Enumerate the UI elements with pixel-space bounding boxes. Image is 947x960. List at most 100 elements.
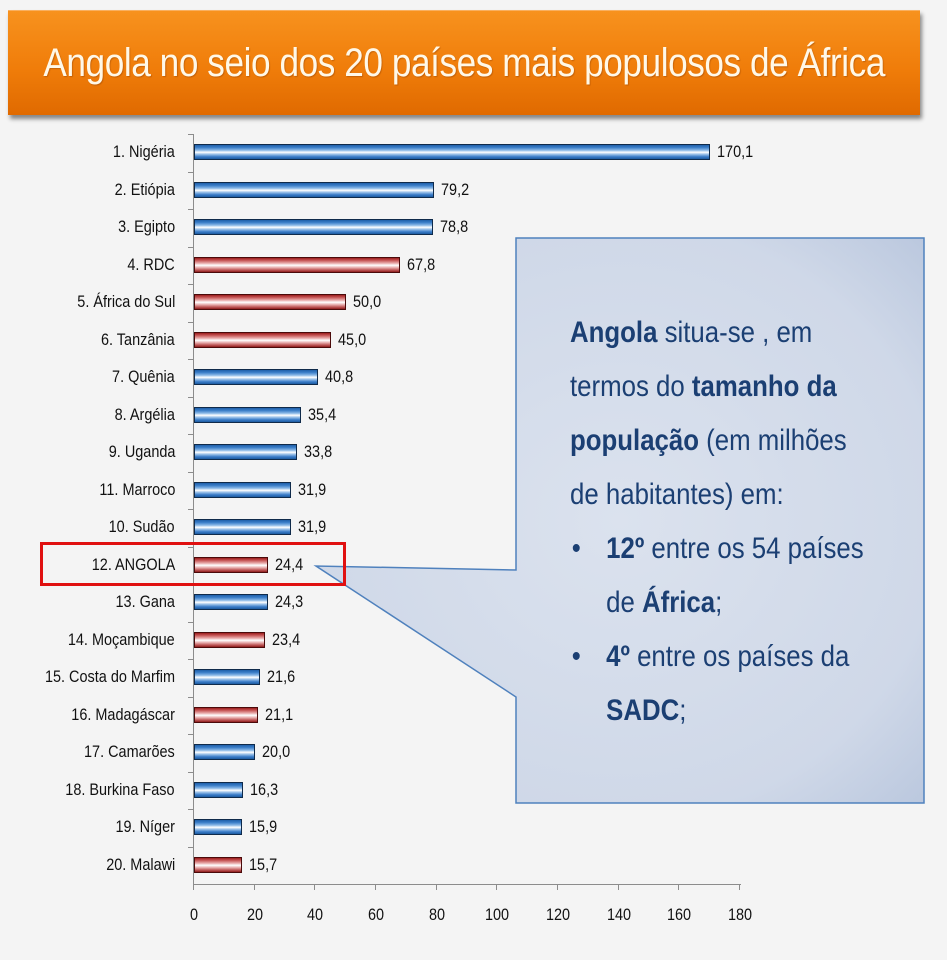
- bar: [194, 444, 297, 460]
- y-tick: [188, 284, 193, 285]
- callout-intro: Angola situa-se , em termos do tamanho d…: [570, 306, 871, 522]
- x-tick-label: 140: [606, 905, 631, 924]
- bullet-text: entre os países da: [629, 640, 850, 673]
- bar-row: 15. Costa do Marfim 21,6: [0, 659, 947, 696]
- bar-row: 10. Sudão 31,9: [0, 509, 947, 546]
- bar: [194, 519, 291, 535]
- bar-row: 2. Etiópia 79,2: [0, 172, 947, 209]
- bar: [194, 669, 260, 685]
- y-tick: [188, 546, 193, 548]
- x-tick-label: 80: [428, 905, 445, 924]
- bar-row: 11. Marroco 31,9: [0, 472, 947, 509]
- callout-text: Angola situa-se , em termos do tamanho d…: [570, 306, 871, 738]
- category-label: 16. Madagáscar: [71, 704, 175, 724]
- bar: [194, 369, 318, 385]
- value-label: 33,8: [303, 442, 332, 461]
- bullet-tail: ;: [679, 694, 687, 727]
- bullet-text: entre os 54 países de: [606, 532, 864, 619]
- category-label: 13. Gana: [115, 592, 175, 611]
- rank-sadc: 4º: [606, 640, 630, 673]
- value-label: 20,0: [261, 742, 290, 761]
- callout-angola: Angola: [570, 316, 658, 349]
- y-tick: [188, 246, 193, 248]
- y-axis: [193, 134, 194, 885]
- callout-bullet-sadc: • 4º entre os países da SADC;: [570, 630, 871, 738]
- bar: [194, 406, 302, 423]
- chart-title: Angola no seio dos 20 países mais populo…: [43, 40, 885, 85]
- y-tick: [188, 509, 193, 510]
- bar: [194, 556, 268, 573]
- y-tick: [188, 696, 193, 698]
- bar: [194, 219, 434, 235]
- bar-row: 1. Nigéria 170,1: [0, 134, 947, 171]
- value-label: 50,0: [352, 292, 381, 311]
- category-label: 10. Sudão: [109, 517, 175, 536]
- category-label: 7. Quênia: [112, 367, 175, 386]
- bar-row: 17. Camarões 20,0: [0, 734, 947, 771]
- bar: [194, 256, 400, 273]
- bullet-icon: •: [571, 532, 581, 565]
- bar: [194, 481, 291, 498]
- x-tick-label: 20: [246, 905, 263, 924]
- x-tick-label: 40: [307, 905, 324, 924]
- bar: [194, 331, 331, 348]
- category-label: 2. Etiópia: [114, 179, 175, 199]
- category-label: 12. ANGOLA: [91, 554, 175, 574]
- x-tick: [253, 884, 255, 890]
- value-label: 15,9: [249, 817, 278, 836]
- rank-africa: 12º: [606, 532, 645, 565]
- y-tick: [188, 771, 193, 773]
- bullet-tail: ;: [715, 586, 723, 619]
- x-tick: [375, 884, 376, 890]
- category-label: 20. Malawi: [105, 854, 175, 874]
- x-tick: [617, 884, 619, 890]
- y-tick: [188, 171, 193, 173]
- value-label: 40,8: [324, 367, 353, 386]
- bar-row: 18. Burkina Faso 16,3: [0, 772, 947, 809]
- title-banner: Angola no seio dos 20 países mais populo…: [8, 10, 920, 115]
- category-label: 5. África do Sul: [77, 292, 175, 311]
- x-tick-label: 0: [189, 905, 199, 924]
- bar-row: 4. RDC 67,8: [0, 247, 947, 284]
- category-label: 3. Egipto: [117, 217, 175, 236]
- bar-row: 6. Tanzânia 45,0: [0, 322, 947, 359]
- value-label: 67,8: [406, 254, 435, 274]
- bar-row: 20. Malawi 15,7: [0, 847, 947, 884]
- bar-row: 19. Níger 15,9: [0, 809, 947, 846]
- callout-intro-text: situa-se , em termos do: [570, 316, 813, 403]
- category-label: 11. Marroco: [98, 479, 175, 499]
- y-tick: [188, 734, 193, 735]
- bar-row: 12. ANGOLA 24,4: [0, 547, 947, 584]
- x-tick-label: 160: [667, 905, 692, 924]
- bar-row: 8. Argélia 35,4: [0, 397, 947, 434]
- value-label: 21,6: [266, 667, 295, 686]
- x-tick: [496, 884, 498, 890]
- value-label: 23,4: [271, 629, 301, 649]
- value-label: 79,2: [441, 179, 470, 199]
- bullet-bold: SADC: [606, 694, 680, 727]
- bar-row: 5. África do Sul 50,0: [0, 284, 947, 321]
- x-tick: [557, 884, 558, 890]
- bar-row: 7. Quênia 40,8: [0, 359, 947, 396]
- value-label: 24,3: [274, 592, 303, 611]
- value-label: 31,9: [297, 479, 326, 499]
- y-tick: [188, 659, 193, 660]
- x-tick: [193, 884, 194, 890]
- bar: [194, 144, 710, 160]
- y-tick: [188, 621, 193, 623]
- bar: [194, 706, 258, 723]
- x-tick: [678, 884, 680, 890]
- category-label: 15. Costa do Marfim: [44, 667, 175, 686]
- y-tick: [188, 396, 193, 398]
- value-label: 45,0: [337, 329, 366, 349]
- bar: [194, 294, 346, 310]
- x-axis: [193, 884, 741, 885]
- value-label: 21,1: [265, 704, 294, 724]
- bar: [194, 781, 244, 798]
- x-tick-label: 120: [545, 905, 571, 924]
- callout-bullet-africa: • 12º entre os 54 países de África;: [570, 522, 871, 630]
- category-label: 14. Moçambique: [68, 629, 175, 649]
- category-label: 9. Uganda: [108, 442, 175, 461]
